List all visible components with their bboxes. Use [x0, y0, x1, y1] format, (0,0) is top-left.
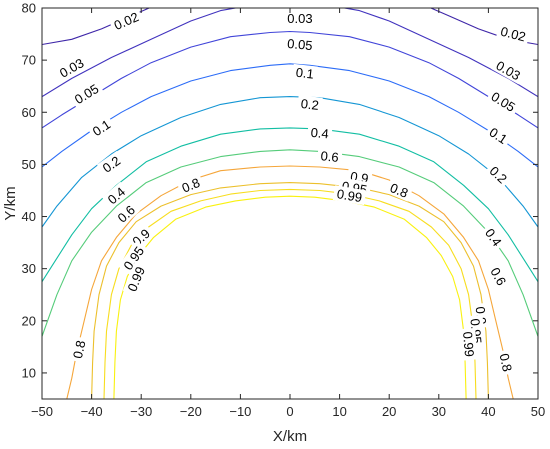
contour-label-background: [68, 335, 89, 363]
contour-label-background: [54, 53, 89, 82]
y-tick-label: 30: [22, 261, 36, 276]
contour-line-0.03: [42, 8, 538, 98]
contour-label-background: [486, 86, 521, 117]
y-tick-label: 80: [22, 1, 36, 16]
contour-label-background: [385, 178, 414, 202]
y-tick-label: 10: [22, 365, 36, 380]
contour-label-0.8: 0.8: [180, 175, 202, 196]
contour-label-0.05: 0.05: [287, 36, 314, 53]
x-tick-label: −40: [81, 404, 103, 419]
contour-label-0.99: 0.99: [460, 331, 477, 358]
x-tick-label: −30: [130, 404, 152, 419]
contour-label-background: [496, 22, 531, 45]
x-tick-label: −10: [229, 404, 251, 419]
plot-background: [42, 8, 538, 399]
contour-line-0.95: [103, 188, 477, 399]
contour-label-background: [484, 122, 513, 149]
contour-line-0.1: [42, 63, 538, 168]
contour-label-background: [297, 95, 323, 113]
x-tick-label: 30: [432, 404, 446, 419]
x-axis: −50 −40 −30 −20 −10 0 10 20 30 40 50: [31, 8, 545, 419]
x-tick-label: −20: [180, 404, 202, 419]
contour-label-background: [292, 63, 318, 82]
contour-label-background: [102, 181, 131, 209]
contour-label-background: [307, 124, 333, 142]
contour-label-0.1: 0.1: [295, 65, 315, 82]
x-tick-label: 40: [481, 404, 495, 419]
contour-line-0.02: [42, 8, 538, 46]
contour-label-background: [126, 223, 155, 251]
contour-line-0.4: [42, 127, 538, 282]
contour-label-background: [480, 222, 507, 252]
contour-labels: 0.020.020.030.03 0.030.050.05 0.050.10.1 0.…: [54, 7, 531, 376]
contour-label-background: [87, 114, 116, 141]
contour-label-0.6: 0.6: [320, 148, 339, 165]
x-tick-label: 50: [531, 404, 545, 419]
contour-label-background: [283, 35, 317, 53]
y-tick-label: 50: [22, 157, 36, 172]
contour-label-background: [460, 327, 478, 361]
contour-label-0.8: 0.8: [388, 180, 410, 201]
contour-label-background: [108, 7, 144, 34]
contour-label-background: [176, 173, 205, 197]
contour-label-background: [332, 185, 367, 206]
y-tick-label: 70: [22, 53, 36, 68]
x-axis-label: X/km: [273, 428, 307, 445]
contour-lines: [42, 8, 538, 399]
contour-label-background: [284, 10, 316, 26]
contour-label-0.99: 0.99: [336, 186, 363, 205]
contour-label-background: [316, 147, 343, 165]
contour-label-0.02: 0.02: [499, 24, 527, 45]
contour-label-0.8: 0.8: [497, 352, 515, 373]
contour-label-background: [486, 262, 512, 291]
y-tick-label: 60: [22, 105, 36, 120]
contour-label-0.4: 0.4: [310, 125, 329, 142]
y-axis-label: Y/km: [2, 186, 19, 220]
x-tick-label: 10: [332, 404, 346, 419]
contour-label-0.8: 0.8: [70, 339, 88, 360]
y-tick-label: 40: [22, 209, 36, 224]
contour-label-background: [96, 150, 126, 178]
y-axis: 10 20 30 40 50 60 70 80: [22, 1, 538, 380]
contour-label-background: [484, 160, 513, 189]
contour-line-0.9: [91, 182, 489, 399]
contour-label-background: [122, 261, 149, 297]
contour-label-background: [496, 348, 517, 376]
x-tick-label: 20: [382, 404, 396, 419]
contour-line-0.8: [66, 165, 514, 399]
contour-label-0.2: 0.2: [300, 96, 320, 113]
y-tick-label: 20: [22, 313, 36, 328]
contour-label-background: [491, 55, 526, 85]
contour-line-0.05: [42, 30, 538, 129]
contour-label-background: [68, 78, 104, 109]
x-tick-label: −50: [31, 404, 53, 419]
contour-line-0.99: [113, 195, 467, 399]
contour-label-background: [111, 199, 140, 228]
contour-label-0.03: 0.03: [287, 11, 312, 26]
contour-label-background: [118, 240, 149, 276]
x-tick-label: 0: [286, 404, 293, 419]
